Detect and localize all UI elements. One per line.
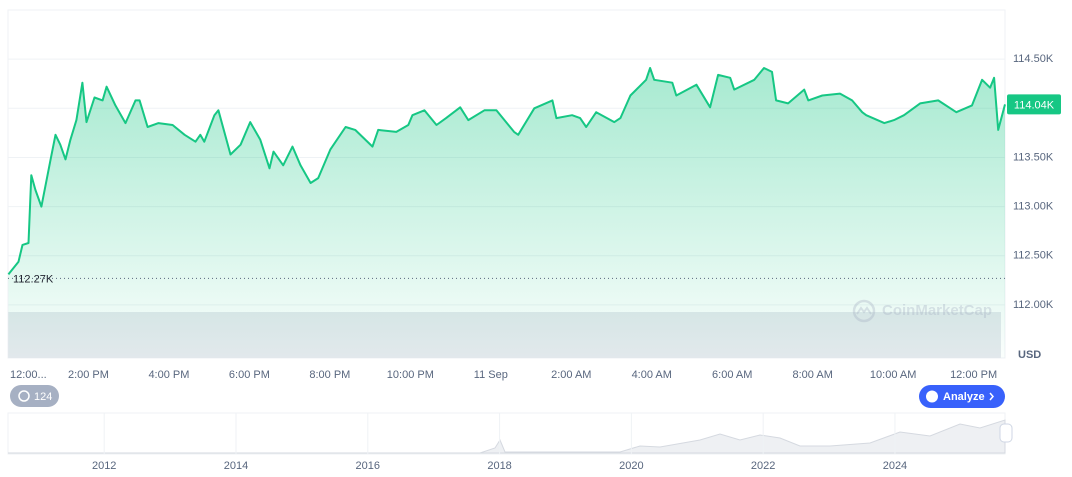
navigator-year-label: 2014 <box>224 460 248 472</box>
x-tick-label: 2:00 PM <box>68 369 109 381</box>
navigator-year-label: 2012 <box>92 460 116 472</box>
x-tick-label: 8:00 AM <box>793 369 833 381</box>
x-tick-label: 2:00 AM <box>551 369 591 381</box>
last-price-label: 114.04K <box>1014 99 1055 111</box>
x-tick-label: 4:00 PM <box>148 369 189 381</box>
y-tick-label: 114.50K <box>1013 53 1054 65</box>
last-price-tag <box>1007 94 1061 115</box>
history-icon <box>18 390 30 402</box>
history-count[interactable]: 124 <box>34 391 52 403</box>
x-tick-label: 10:00 PM <box>387 369 434 381</box>
y-tick-label: 113.50K <box>1013 151 1054 163</box>
y-tick-label: 113.00K <box>1013 201 1054 213</box>
analyze-button-bg[interactable] <box>919 385 1005 408</box>
x-tick-label: 8:00 PM <box>309 369 350 381</box>
x-tick-label: 12:00 PM <box>950 369 997 381</box>
navigator-year-label: 2020 <box>619 460 643 472</box>
y-tick-label: 112.50K <box>1013 250 1054 262</box>
navigator-year-label: 2022 <box>751 460 775 472</box>
watermark-text: CoinMarketCap <box>882 302 992 319</box>
x-tick-label: 6:00 PM <box>229 369 270 381</box>
watermark: CoinMarketCap <box>852 299 992 323</box>
y-tick-label: 112.00K <box>1013 299 1054 311</box>
navigator-handle[interactable] <box>999 423 1013 443</box>
navigator-year-label: 2018 <box>487 460 511 472</box>
analyze-chevron <box>989 392 994 401</box>
x-tick-label: 11 Sep <box>474 369 508 381</box>
x-tick-label: 12:00... <box>10 369 47 381</box>
price-line <box>7 67 1006 276</box>
area-fill <box>8 68 1005 358</box>
navigator-year-label: 2024 <box>883 460 907 472</box>
history-badge-bg[interactable] <box>10 385 59 407</box>
history-badge[interactable]: 124 <box>10 385 59 407</box>
analyze-button[interactable]: Analyze <box>919 385 1005 408</box>
unit-label: USD <box>1018 349 1041 361</box>
x-tick-label: 10:00 AM <box>870 369 916 381</box>
x-tick-label: 6:00 AM <box>712 369 752 381</box>
low-price-label: 112.27K <box>13 273 54 285</box>
navigator-area <box>8 419 1006 454</box>
analyze-label[interactable]: Analyze <box>943 391 985 403</box>
analyze-icon <box>926 390 938 403</box>
navigator-year-label: 2016 <box>356 460 380 472</box>
x-tick-label: 4:00 AM <box>632 369 672 381</box>
